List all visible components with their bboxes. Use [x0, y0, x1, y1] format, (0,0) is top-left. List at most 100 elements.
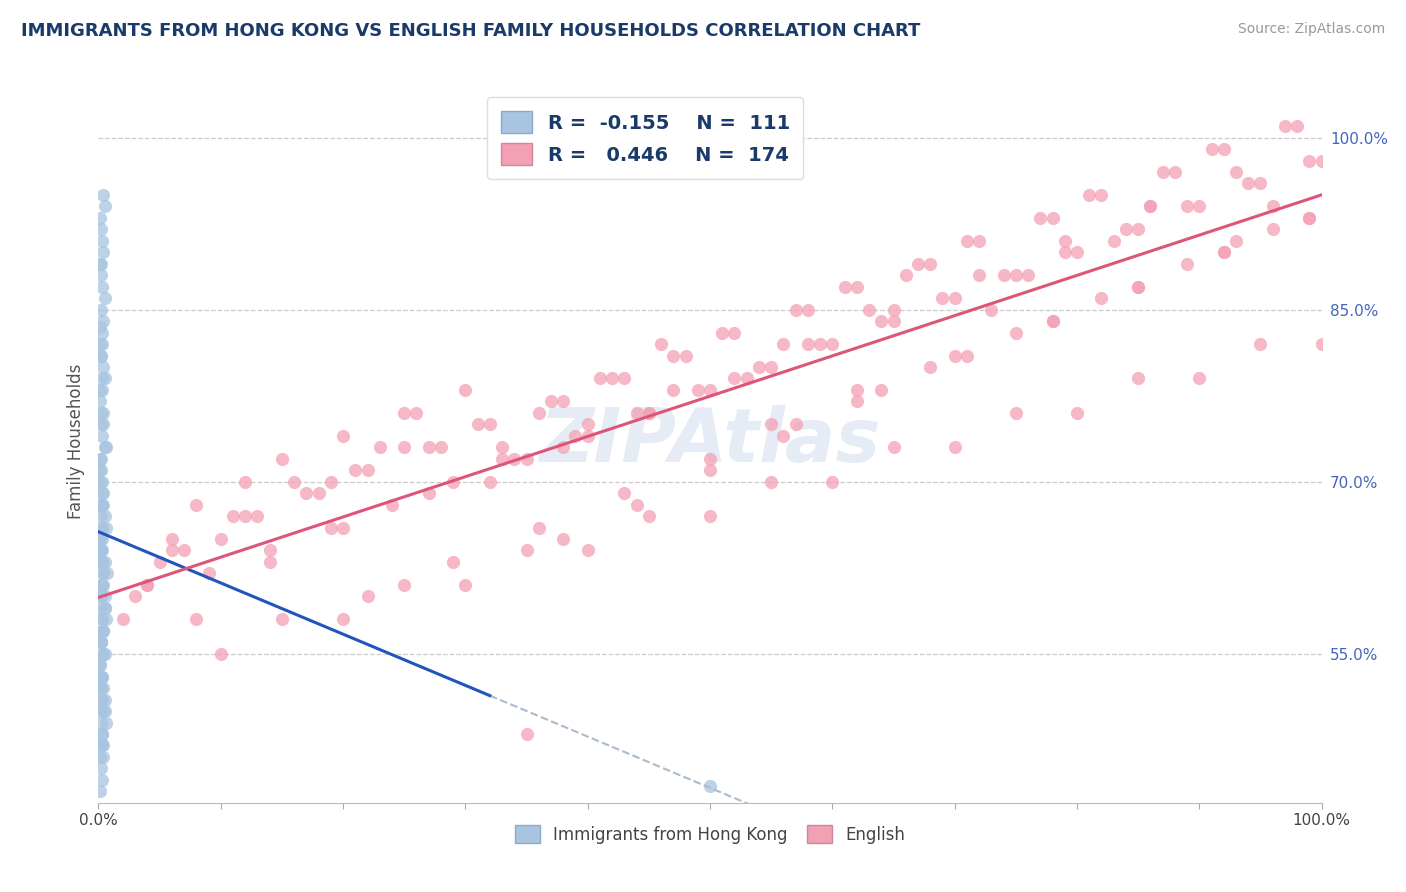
Point: [91, 555, 114, 569]
Point: [91, 739, 114, 753]
Point: [93, 692, 115, 706]
Point: [711, 326, 734, 340]
Point: [675, 349, 697, 363]
Point: [270, 451, 294, 466]
Point: [90, 578, 112, 592]
Point: [418, 440, 440, 454]
Point: [576, 429, 599, 443]
Point: [93, 199, 115, 213]
Point: [1286, 119, 1309, 133]
Point: [295, 486, 318, 500]
Point: [405, 406, 427, 420]
Point: [111, 612, 134, 626]
Point: [89, 555, 111, 569]
Point: [90, 222, 112, 236]
Point: [600, 371, 623, 385]
Point: [91, 383, 114, 397]
Point: [90, 578, 112, 592]
Point: [967, 234, 990, 248]
Point: [90, 257, 112, 271]
Point: [454, 383, 477, 397]
Point: [91, 314, 114, 328]
Point: [1042, 314, 1064, 328]
Point: [491, 440, 513, 454]
Point: [90, 761, 112, 775]
Point: [90, 543, 112, 558]
Point: [89, 211, 111, 225]
Point: [785, 417, 807, 432]
Point: [772, 337, 794, 351]
Point: [93, 647, 115, 661]
Point: [93, 509, 115, 524]
Point: [662, 383, 685, 397]
Point: [870, 314, 893, 328]
Point: [233, 475, 256, 489]
Point: [197, 566, 219, 581]
Point: [89, 463, 111, 477]
Point: [1298, 153, 1320, 168]
Point: [392, 578, 416, 592]
Point: [808, 337, 831, 351]
Point: [93, 555, 115, 569]
Point: [90, 451, 112, 466]
Point: [89, 532, 111, 546]
Point: [1004, 326, 1026, 340]
Point: [91, 234, 114, 248]
Point: [1066, 245, 1088, 260]
Point: [91, 337, 114, 351]
Point: [89, 658, 111, 673]
Point: [845, 279, 868, 293]
Point: [89, 590, 111, 604]
Y-axis label: Family Households: Family Households: [66, 364, 84, 519]
Point: [91, 704, 114, 718]
Text: ZIPAtlas: ZIPAtlas: [540, 405, 880, 478]
Point: [1201, 142, 1223, 156]
Point: [1017, 268, 1039, 283]
Point: [454, 578, 477, 592]
Point: [91, 566, 114, 581]
Point: [686, 383, 709, 397]
Point: [1004, 406, 1026, 420]
Point: [90, 543, 112, 558]
Point: [907, 257, 929, 271]
Point: [91, 681, 114, 695]
Point: [332, 612, 354, 626]
Point: [761, 417, 783, 432]
Point: [637, 509, 661, 524]
Point: [626, 498, 648, 512]
Point: [797, 302, 820, 317]
Point: [637, 406, 661, 420]
Point: [589, 371, 612, 385]
Point: [91, 612, 114, 626]
Point: [637, 406, 661, 420]
Point: [1090, 188, 1112, 202]
Point: [1261, 199, 1284, 213]
Point: [956, 349, 979, 363]
Point: [91, 692, 114, 706]
Point: [1066, 406, 1088, 420]
Point: [233, 509, 256, 524]
Point: [1249, 177, 1271, 191]
Point: [90, 417, 112, 432]
Point: [1188, 199, 1211, 213]
Point: [1225, 234, 1247, 248]
Point: [89, 337, 111, 351]
Point: [90, 635, 112, 649]
Point: [980, 302, 1002, 317]
Point: [91, 371, 114, 385]
Point: [91, 279, 114, 293]
Point: [467, 417, 489, 432]
Point: [1128, 222, 1150, 236]
Point: [91, 670, 114, 684]
Point: [699, 463, 721, 477]
Point: [186, 612, 208, 626]
Point: [735, 371, 758, 385]
Point: [956, 234, 979, 248]
Point: [90, 692, 112, 706]
Point: [797, 337, 820, 351]
Point: [91, 475, 114, 489]
Point: [993, 268, 1015, 283]
Point: [91, 727, 114, 741]
Point: [91, 486, 114, 500]
Point: [1152, 165, 1174, 179]
